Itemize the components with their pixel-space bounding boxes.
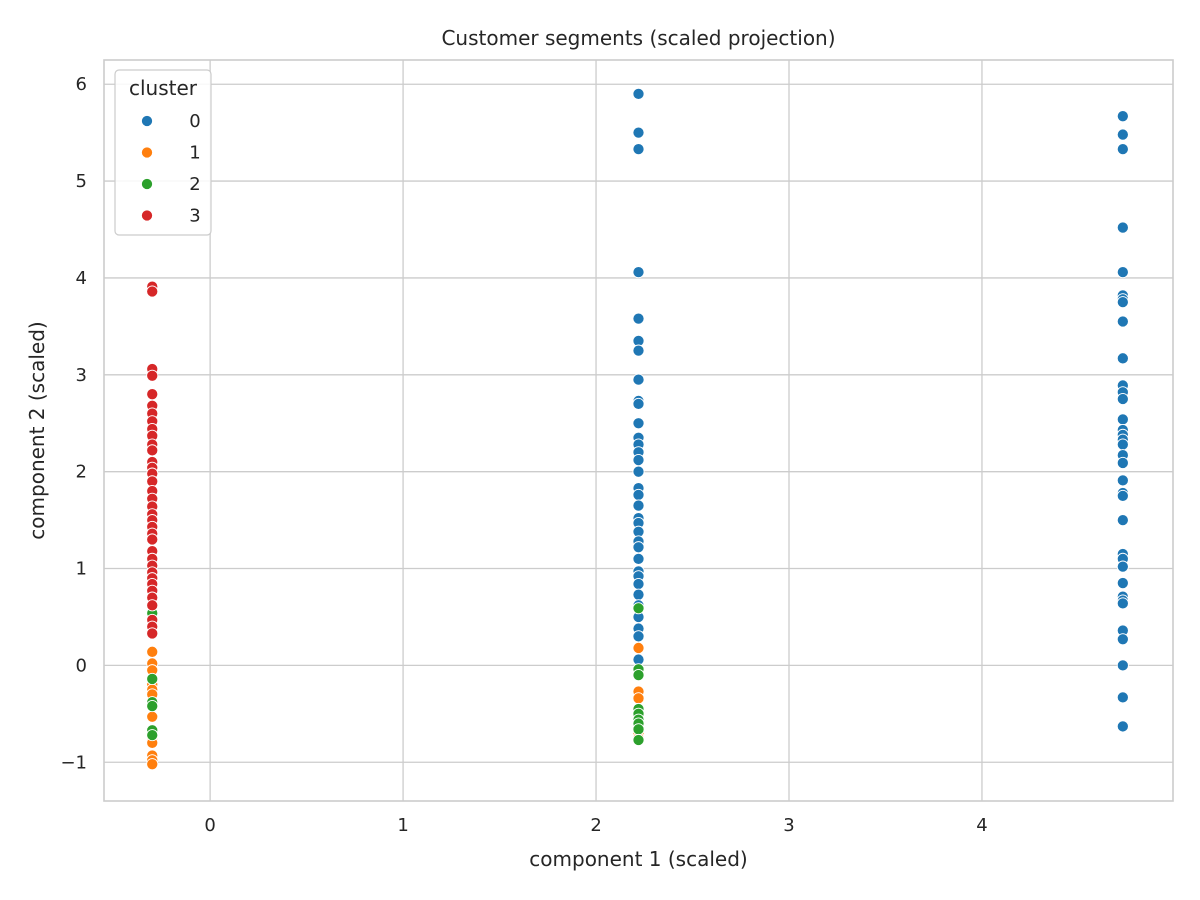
legend-item-0: 0 — [140, 111, 201, 132]
data-point — [1116, 577, 1129, 590]
data-point — [1116, 110, 1129, 123]
data-point — [1116, 413, 1129, 426]
data-point — [632, 126, 645, 139]
data-point — [146, 369, 159, 382]
data-point — [632, 723, 645, 736]
data-point — [632, 312, 645, 325]
data-point — [1116, 691, 1129, 704]
data-point — [632, 417, 645, 430]
data-point — [632, 641, 645, 655]
data-point — [146, 533, 159, 546]
series-cluster-3 — [146, 280, 159, 640]
y-tick-label: 6 — [76, 74, 87, 95]
x-tick-label: 4 — [976, 815, 987, 836]
data-point — [1116, 143, 1129, 156]
x-tick-label: 0 — [204, 815, 215, 836]
data-point — [632, 465, 645, 478]
data-point — [632, 87, 645, 100]
y-tick-label: 5 — [76, 171, 87, 192]
data-point — [632, 602, 645, 615]
data-point — [632, 499, 645, 512]
data-point — [1116, 392, 1129, 406]
legend-item-2: 2 — [140, 174, 201, 195]
data-point — [1116, 221, 1129, 234]
data-point — [1116, 489, 1129, 502]
data-point — [632, 552, 645, 565]
x-tick-label: 1 — [397, 815, 408, 836]
y-tick-labels: −1 0 1 2 3 4 5 6 — [60, 74, 87, 773]
chart-title: Customer segments (scaled projection) — [441, 26, 835, 50]
data-point — [632, 488, 645, 501]
data-point — [1116, 633, 1129, 646]
legend-label: 2 — [189, 174, 200, 195]
data-point — [1116, 720, 1129, 733]
x-tick-label: 3 — [783, 815, 794, 836]
data-point — [146, 599, 159, 612]
legend-item-1: 1 — [140, 143, 201, 164]
x-tick-labels: 0 1 2 3 4 — [204, 815, 987, 836]
data-point — [632, 143, 645, 156]
data-point — [1116, 514, 1129, 527]
y-tick-label: 4 — [76, 268, 87, 289]
data-point — [1116, 456, 1129, 469]
data-point — [632, 588, 645, 601]
data-point — [632, 541, 645, 554]
y-axis-label: component 2 (scaled) — [25, 321, 49, 539]
data-point — [1116, 597, 1129, 610]
legend-box — [114, 69, 212, 236]
data-point — [146, 710, 159, 723]
data-point — [632, 453, 645, 467]
legend-marker — [140, 209, 154, 222]
data-point — [1116, 560, 1129, 573]
y-tick-label: 0 — [76, 655, 87, 676]
legend-label: 1 — [189, 143, 200, 164]
series-cluster-0 — [632, 87, 1129, 733]
x-axis-label: component 1 (scaled) — [529, 847, 747, 871]
legend-items: 0 1 2 3 — [140, 111, 201, 227]
data-point — [632, 692, 645, 705]
data-points — [146, 87, 1129, 771]
data-point — [146, 672, 159, 686]
data-point — [146, 388, 159, 401]
data-point — [632, 397, 645, 410]
data-point — [1116, 128, 1129, 141]
data-point — [632, 577, 645, 591]
data-point — [146, 758, 159, 771]
x-tick-label: 2 — [590, 815, 601, 836]
data-point — [146, 627, 159, 640]
data-point — [632, 373, 645, 386]
y-tick-label: 3 — [76, 365, 87, 386]
legend-label: 0 — [189, 111, 200, 132]
data-point — [632, 344, 645, 357]
data-point — [146, 285, 159, 298]
y-tick-label: 2 — [76, 462, 87, 483]
data-point — [1116, 438, 1129, 451]
data-point — [146, 729, 159, 742]
data-point — [632, 630, 645, 643]
data-point — [632, 669, 645, 682]
legend-item-3: 3 — [140, 206, 201, 227]
series-cluster-2 — [146, 602, 645, 747]
plot-frame — [103, 59, 1174, 802]
data-point — [632, 266, 645, 279]
data-point — [146, 645, 159, 658]
data-point — [1116, 315, 1129, 328]
legend-marker — [140, 146, 154, 159]
data-point — [1116, 659, 1129, 672]
data-point — [146, 700, 159, 713]
legend-marker — [140, 114, 154, 128]
legend: cluster 0 1 2 3 — [114, 69, 212, 236]
legend-marker — [140, 177, 154, 191]
legend-label: 3 — [189, 206, 200, 227]
data-point — [1116, 474, 1129, 487]
data-point — [1116, 296, 1129, 309]
data-point — [146, 444, 159, 457]
y-tick-label: 1 — [76, 559, 87, 580]
data-point — [1116, 266, 1129, 279]
data-point — [632, 733, 645, 747]
legend-title: cluster — [129, 76, 198, 100]
data-point — [1116, 352, 1129, 365]
y-tick-label: −1 — [60, 752, 87, 773]
